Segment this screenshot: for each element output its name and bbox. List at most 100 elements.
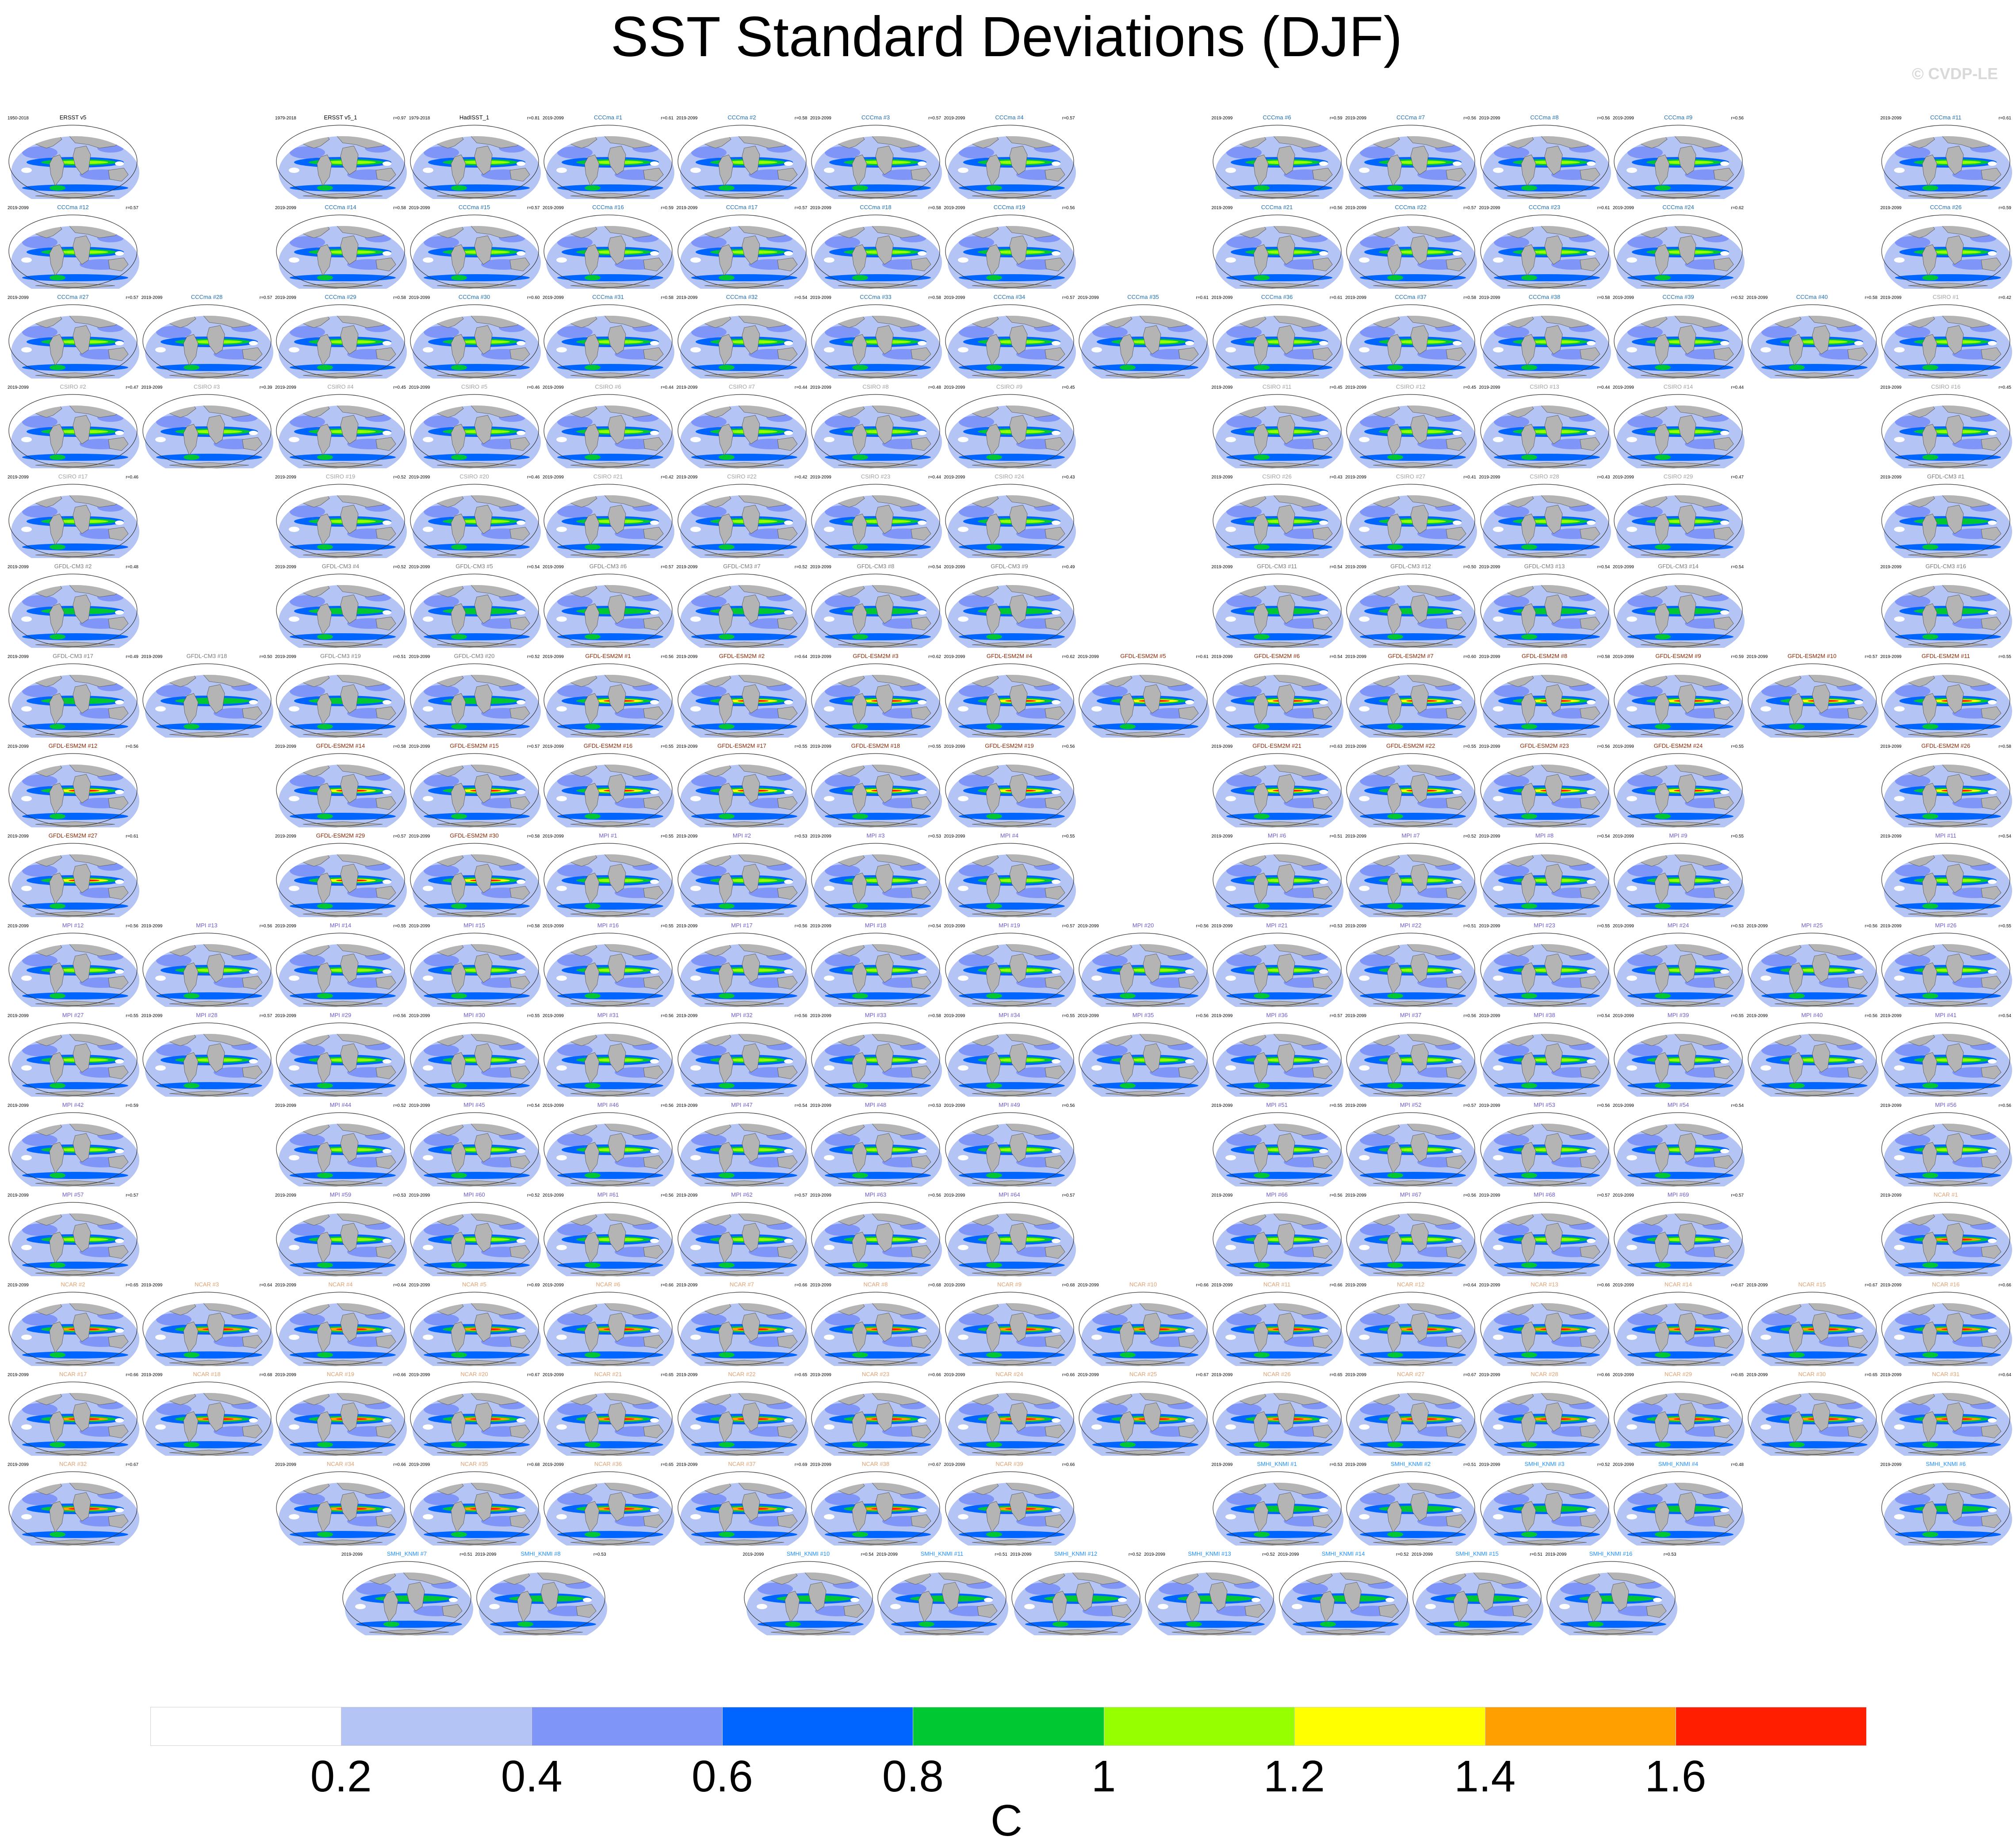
panel-years: 2019-2099 (543, 116, 564, 121)
map-panel-plot (1614, 214, 1745, 289)
panel-pattern-correlation: r=0.60 (1463, 654, 1476, 659)
map-panel-plot (8, 1381, 139, 1456)
panel-years: 2019-2099 (275, 924, 296, 929)
map-panel-plot (1011, 1561, 1142, 1635)
panel-years: 2019-2099 (543, 924, 564, 929)
panel-title: NCAR #35 (460, 1461, 488, 1467)
panel-years: 2019-2099 (944, 1103, 965, 1108)
panel-title: MPI #12 (62, 922, 84, 929)
panel-years: 2019-2099 (1613, 654, 1634, 659)
map-panel-plot (8, 933, 139, 1007)
map-panel-plot (142, 933, 273, 1007)
panel-pattern-correlation: r=0.57 (126, 1193, 138, 1198)
map-panel-plot (142, 663, 273, 738)
panel-pattern-correlation: r=0.58 (928, 1014, 941, 1018)
map-panel-plot (476, 1561, 607, 1635)
panel-title: MPI #20 (1132, 922, 1154, 929)
panel-title: MPI #42 (62, 1102, 84, 1108)
map-panel-plot (677, 753, 808, 827)
panel-title: NCAR #25 (1129, 1371, 1157, 1377)
map-panel-plot (1145, 1561, 1276, 1635)
map-panel: GFDL-ESM2M #26 2019-2099 r=0.58 (1879, 739, 2012, 827)
panel-title: NCAR #11 (1263, 1281, 1291, 1288)
panel-pattern-correlation: r=0.57 (1062, 116, 1075, 121)
map-panel-plot (1614, 484, 1745, 558)
map-panel-plot (1480, 753, 1611, 827)
map-panel: MPI #61 2019-2099 r=0.56 (542, 1188, 674, 1276)
map-panel-plot (677, 1022, 808, 1097)
map-panel: CCCma #37 2019-2099 r=0.58 (1344, 290, 1477, 379)
map-panel: NCAR #35 2019-2099 r=0.68 (408, 1457, 541, 1546)
map-panel-plot (1346, 125, 1477, 199)
panel-years: 2019-2099 (141, 295, 163, 300)
panel-title: NCAR #14 (1664, 1281, 1692, 1288)
panel-years: 2019-2099 (1613, 295, 1634, 300)
panel-title: GFDL-ESM2M #19 (985, 742, 1034, 749)
map-panel-plot (276, 933, 407, 1007)
panel-years: 2019-2099 (1345, 206, 1366, 210)
panel-title: CCCma #28 (191, 294, 223, 300)
map-panel-plot (1546, 1561, 1677, 1635)
panel-title: CCCma #35 (1127, 294, 1159, 300)
colorbar-tick-label: 0.2 (310, 1752, 372, 1801)
panel-title: NCAR #39 (995, 1461, 1023, 1467)
panel-years: 2019-2099 (1880, 295, 1902, 300)
panel-title: GFDL-CM3 #19 (320, 653, 361, 659)
panel-years: 2019-2099 (8, 1103, 29, 1108)
panel-years: 2019-2099 (944, 385, 965, 390)
panel-years: 2019-2099 (1613, 1014, 1634, 1018)
map-panel-plot (1480, 1471, 1611, 1546)
map-panel: HadISST_1 1979-2018 r=0.81 (408, 111, 541, 199)
panel-years: 2019-2099 (944, 116, 965, 121)
panel-title: MPI #17 (731, 922, 753, 929)
panel-pattern-correlation: r=0.69 (794, 1462, 807, 1467)
panel-years: 2019-2099 (8, 1462, 29, 1467)
panel-title: CSIRO #1 (1933, 294, 1959, 300)
panel-title: GFDL-ESM2M #17 (717, 742, 766, 749)
panel-title: CCCma #21 (1261, 204, 1293, 210)
panel-years: 2019-2099 (676, 475, 698, 480)
panel-years: 2019-2099 (1211, 1103, 1233, 1108)
panel-pattern-correlation: r=0.56 (661, 654, 674, 659)
map-panel-plot (8, 1202, 139, 1276)
map-panel: CSIRO #9 2019-2099 r=0.45 (943, 380, 1076, 468)
panel-years: 2019-2099 (944, 654, 965, 659)
panel-years: 2019-2099 (676, 116, 698, 121)
map-panel-plot (543, 1381, 674, 1456)
panel-years: 2019-2099 (8, 1014, 29, 1018)
panel-title: MPI #67 (1400, 1191, 1422, 1198)
map-panel: CSIRO #16 2019-2099 r=0.45 (1879, 380, 2012, 468)
panel-pattern-correlation: r=0.47 (1731, 475, 1744, 480)
panel-title: CCCma #31 (592, 294, 624, 300)
map-panel: CSIRO #19 2019-2099 r=0.52 (274, 470, 407, 558)
panel-years: 2019-2099 (409, 1193, 430, 1198)
panel-years: 2019-2099 (543, 1373, 564, 1377)
map-panel: SMHI_KNMI #1 2019-2099 r=0.53 (1211, 1457, 1343, 1546)
panel-title: NCAR #7 (730, 1281, 754, 1288)
panel-years: 2019-2099 (676, 834, 698, 839)
panel-pattern-correlation: r=0.57 (126, 295, 138, 300)
panel-years: 2019-2099 (1211, 834, 1233, 839)
map-panel-plot (677, 1202, 808, 1276)
panel-pattern-correlation: r=0.48 (126, 565, 138, 570)
panel-pattern-correlation: r=0.55 (794, 744, 807, 749)
panel-years: 2019-2099 (1880, 1283, 1902, 1288)
panel-years: 2019-2099 (1345, 116, 1366, 121)
panel-title: CCCma #29 (325, 294, 356, 300)
map-panel-plot (1747, 1381, 1879, 1456)
map-panel-plot (8, 843, 139, 917)
map-panel: MPI #38 2019-2099 r=0.54 (1478, 1008, 1611, 1097)
map-panel: CSIRO #27 2019-2099 r=0.41 (1344, 470, 1477, 558)
copyright-notice: © CVDP-LE (1912, 65, 1998, 83)
map-panel-plot (1346, 1022, 1477, 1097)
map-panel: CCCma #6 2019-2099 r=0.59 (1211, 111, 1343, 199)
map-panel-plot (543, 753, 674, 827)
panel-pattern-correlation: r=0.55 (928, 744, 941, 749)
panel-title: GFDL-CM3 #6 (589, 563, 627, 570)
panel-pattern-correlation: r=0.58 (1864, 295, 1878, 300)
map-panel-plot (1747, 663, 1879, 738)
panel-pattern-correlation: r=0.52 (527, 654, 540, 659)
map-panel: CSIRO #5 2019-2099 r=0.46 (408, 380, 541, 468)
map-panel-plot (276, 484, 407, 558)
panel-title: MPI #37 (1400, 1012, 1422, 1018)
